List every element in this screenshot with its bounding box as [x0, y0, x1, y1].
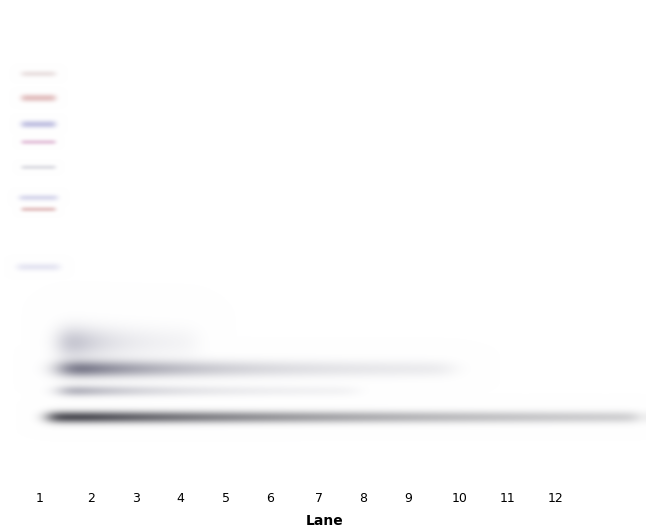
X-axis label: Lane: Lane: [306, 514, 344, 528]
